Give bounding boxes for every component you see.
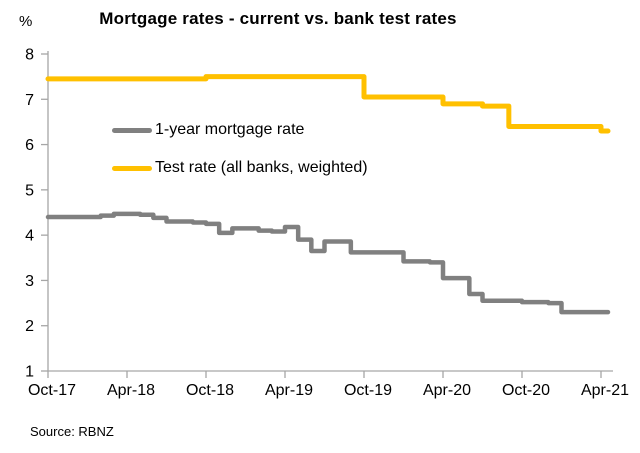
x-tick-label: Apr-19: [265, 382, 313, 399]
legend-item-test-rate: Test rate (all banks, weighted): [112, 158, 368, 178]
y-tick-label: 3: [25, 273, 34, 290]
y-axis-unit-label: %: [19, 13, 33, 30]
y-tick-label: 5: [25, 182, 34, 199]
y-tick-label: 4: [25, 228, 34, 245]
chart-legend: 1-year mortgage rate Test rate (all bank…: [112, 120, 368, 196]
x-tick-label: Apr-21: [581, 382, 629, 399]
y-tick-label: 2: [25, 318, 34, 335]
legend-item-mortgage-rate: 1-year mortgage rate: [112, 120, 368, 140]
series-line-1-year-mortgage-rate: [45, 211, 611, 315]
legend-label-test-rate: Test rate (all banks, weighted): [155, 159, 368, 176]
y-tick-label: 1: [25, 364, 34, 381]
chart-title: Mortgage rates - current vs. bank test r…: [99, 9, 457, 28]
mortgage-rate-line-swatch: [112, 127, 152, 133]
legend-label-mortgage-rate: 1-year mortgage rate: [155, 121, 305, 138]
x-tick-label: Oct-19: [344, 382, 392, 399]
x-tick-label: Apr-20: [423, 382, 471, 399]
x-tick-label: Oct-17: [28, 382, 76, 399]
y-tick-label: 7: [25, 92, 34, 109]
x-tick-label: Apr-18: [107, 382, 155, 399]
y-tick-label: 6: [25, 137, 34, 154]
x-tick-label: Oct-18: [186, 382, 234, 399]
test-rate-line-swatch: [112, 165, 152, 171]
series-line-test-rate-all-banks-weighted: [45, 74, 611, 134]
source-note: Source: RBNZ: [30, 424, 114, 439]
y-tick-label: 8: [25, 47, 34, 64]
x-tick-label: Oct-20: [502, 382, 550, 399]
